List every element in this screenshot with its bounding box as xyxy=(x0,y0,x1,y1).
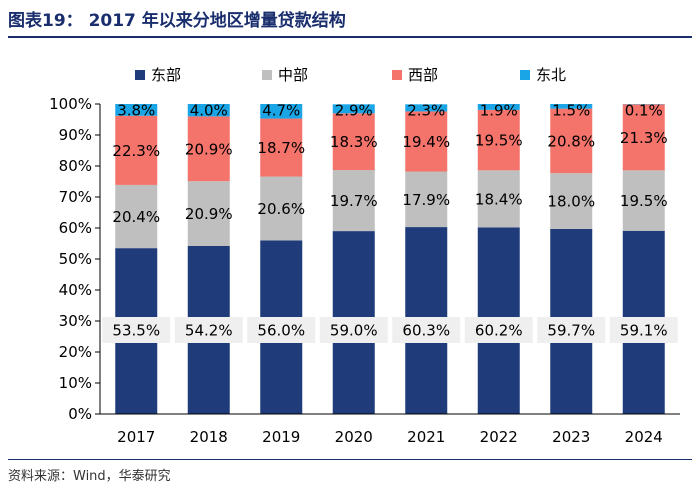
data-label-east-2023: 59.7% xyxy=(547,322,595,340)
footer-divider xyxy=(8,459,692,460)
bar-segment-northeast-2020 xyxy=(332,104,375,114)
legend-swatch-west xyxy=(392,70,402,80)
y-tick-label: 70% xyxy=(59,188,92,206)
y-tick-label: 10% xyxy=(59,374,92,392)
bar-segment-central-2018 xyxy=(187,181,230,246)
data-label-central-2022: 18.4% xyxy=(475,190,523,208)
y-tick-label: 80% xyxy=(59,157,92,175)
legend-swatch-east xyxy=(135,70,145,80)
data-label-east-2021: 60.3% xyxy=(402,322,450,340)
data-label-west-2022: 19.5% xyxy=(475,132,523,150)
data-label-northeast-2018: 4.0% xyxy=(190,102,228,120)
data-label-east-2019: 56.0% xyxy=(257,322,305,340)
bar-segment-central-2022 xyxy=(477,170,520,228)
legend-swatch-northeast xyxy=(520,70,530,80)
data-label-northeast-2021: 2.3% xyxy=(407,102,445,120)
x-tick-label: 2024 xyxy=(625,428,663,446)
bar-segment-central-2024 xyxy=(622,170,665,231)
legend-label-west: 西部 xyxy=(408,66,438,84)
x-axis: 2017 2018 2019 2020 2021 2022 2023 2024 xyxy=(100,413,680,446)
y-tick-label: 100% xyxy=(49,95,92,113)
data-label-northeast-2023: 1.5% xyxy=(552,102,590,120)
bar-segment-west-2017 xyxy=(115,115,158,185)
bar-segment-central-2020 xyxy=(332,170,375,232)
bar-segment-central-2019 xyxy=(260,176,303,241)
y-tick-label: 30% xyxy=(59,312,92,330)
data-label-box-east-2018 xyxy=(174,317,243,343)
bar-segment-west-2022 xyxy=(477,109,520,171)
x-tick-label: 2020 xyxy=(335,428,373,446)
source-note: 资料来源：Wind，华泰研究 xyxy=(8,469,171,484)
x-tick-label: 2021 xyxy=(407,428,445,446)
legend-label-east: 东部 xyxy=(151,66,181,84)
data-label-east-2022: 60.2% xyxy=(475,322,523,340)
bar-segment-central-2023 xyxy=(550,173,593,229)
bar-segment-west-2019 xyxy=(260,118,303,177)
data-label-box-east-2019 xyxy=(247,317,316,343)
data-label-box-east-2017 xyxy=(102,317,171,343)
bar-segment-west-2021 xyxy=(405,111,448,172)
data-label-central-2020: 19.7% xyxy=(330,192,378,210)
data-labels: 53.5% 20.4% 22.3% 3.8% 54.2% 20.9% 20.9% 4.0% 56… xyxy=(102,102,678,343)
data-label-west-2021: 19.4% xyxy=(402,133,450,151)
bar-segment-northeast-2019 xyxy=(260,104,303,119)
data-label-central-2019: 20.6% xyxy=(257,200,305,218)
bar-segment-west-2024 xyxy=(622,104,665,171)
data-label-west-2018: 20.9% xyxy=(185,140,233,158)
data-label-box-east-2021 xyxy=(392,317,461,343)
title-divider xyxy=(8,36,692,38)
data-label-box-east-2020 xyxy=(319,317,388,343)
data-label-northeast-2020: 2.9% xyxy=(335,102,373,120)
x-tick-label: 2019 xyxy=(262,428,300,446)
bar-segment-central-2017 xyxy=(115,184,158,249)
y-tick-label: 0% xyxy=(68,405,92,423)
y-tick-label: 90% xyxy=(59,126,92,144)
data-label-northeast-2017: 3.8% xyxy=(117,102,155,120)
bar-segment-west-2018 xyxy=(187,116,230,182)
bar-segment-west-2020 xyxy=(332,113,375,171)
data-label-east-2020: 59.0% xyxy=(330,322,378,340)
y-tick-label: 40% xyxy=(59,281,92,299)
data-label-central-2023: 18.0% xyxy=(547,193,595,211)
data-label-central-2021: 17.9% xyxy=(402,191,450,209)
chart-title: 图表19： 2017 年以来分地区增量贷款结构 xyxy=(8,11,346,31)
legend: 东部 中部 西部 东北 xyxy=(135,66,566,84)
data-label-northeast-2024: 0.1% xyxy=(625,102,663,120)
data-label-west-2019: 18.7% xyxy=(257,139,305,157)
data-label-west-2020: 18.3% xyxy=(330,133,378,151)
x-tick-label: 2018 xyxy=(190,428,228,446)
y-tick-label: 20% xyxy=(59,343,92,361)
legend-label-northeast: 东北 xyxy=(536,66,566,84)
data-label-northeast-2019: 4.7% xyxy=(262,102,300,120)
data-label-east-2018: 54.2% xyxy=(185,322,233,340)
data-label-central-2024: 19.5% xyxy=(620,192,668,210)
data-label-box-east-2023 xyxy=(537,317,606,343)
x-tick-label: 2022 xyxy=(480,428,518,446)
bar-segment-northeast-2023 xyxy=(550,104,593,109)
data-label-east-2017: 53.5% xyxy=(112,322,160,340)
bar-segment-northeast-2017 xyxy=(115,104,158,116)
y-tick-label: 50% xyxy=(59,250,92,268)
data-label-west-2017: 22.3% xyxy=(112,142,160,160)
bar-segment-west-2023 xyxy=(550,108,593,174)
y-axis: 0% 10% 20% 30% 40% 50% 60% 70% 80% 90% 100% xyxy=(49,95,101,423)
data-label-west-2023: 20.8% xyxy=(547,132,595,150)
legend-swatch-central xyxy=(262,70,272,80)
data-label-west-2024: 21.3% xyxy=(620,129,668,147)
y-tick-label: 60% xyxy=(59,219,92,237)
data-label-central-2017: 20.4% xyxy=(112,208,160,226)
data-label-northeast-2022: 1.9% xyxy=(480,102,518,120)
legend-label-central: 中部 xyxy=(278,66,308,84)
x-tick-label: 2017 xyxy=(117,428,155,446)
bar-segment-central-2021 xyxy=(405,171,448,228)
data-label-central-2018: 20.9% xyxy=(185,205,233,223)
bar-segment-northeast-2022 xyxy=(477,104,520,110)
bar-segment-northeast-2021 xyxy=(405,104,448,112)
bar-segment-northeast-2018 xyxy=(187,104,230,117)
data-label-east-2024: 59.1% xyxy=(620,322,668,340)
data-label-box-east-2022 xyxy=(464,317,533,343)
x-tick-label: 2023 xyxy=(552,428,590,446)
data-label-box-east-2024 xyxy=(609,317,678,343)
